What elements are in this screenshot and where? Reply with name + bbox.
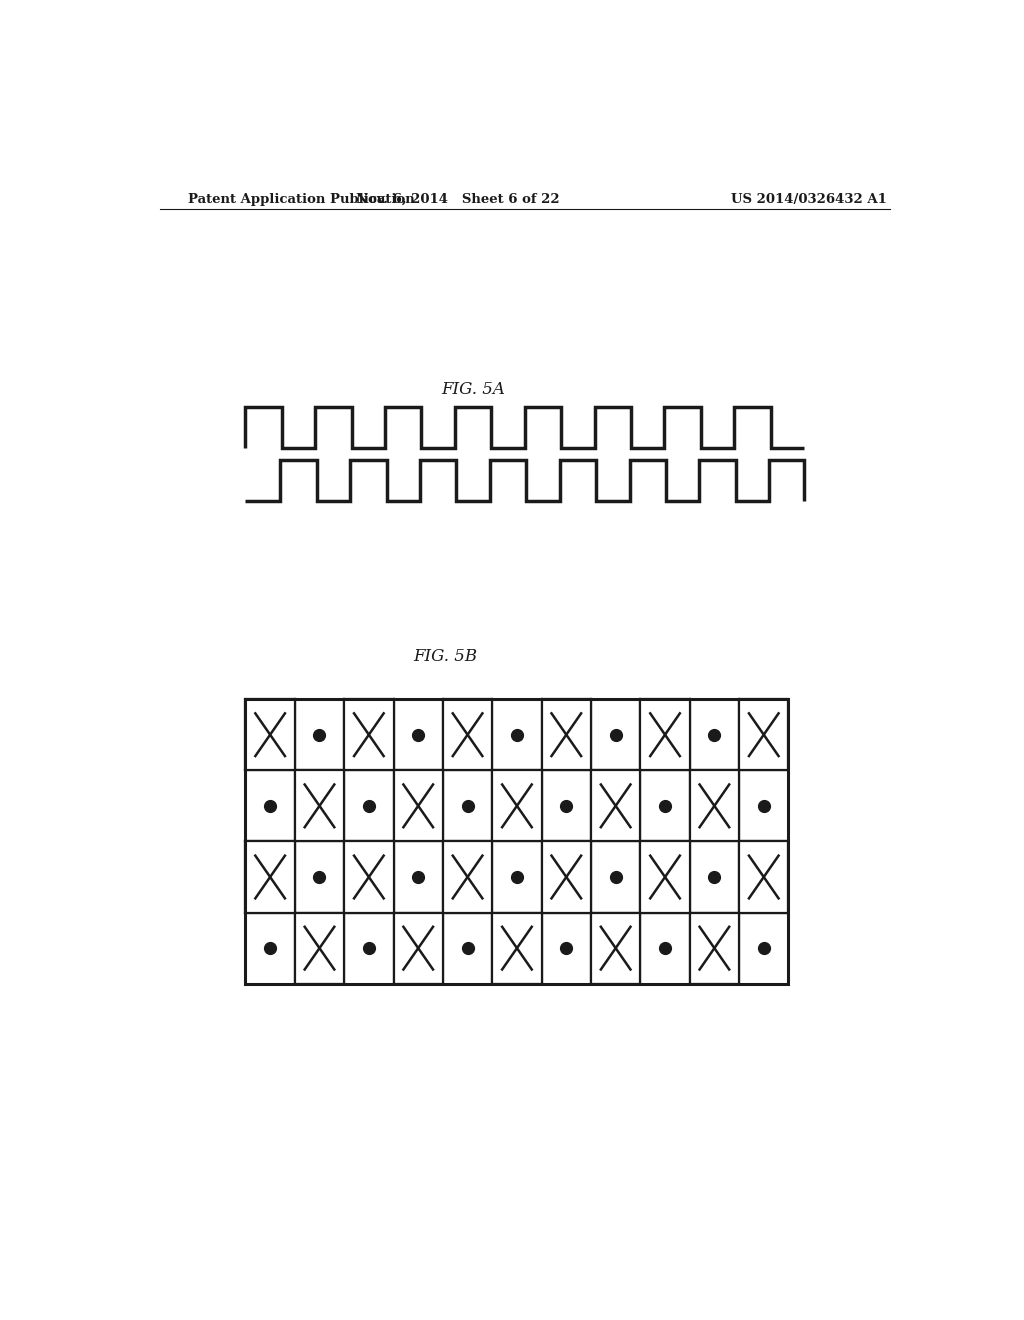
Bar	[542, 841, 591, 912]
Bar	[690, 912, 739, 983]
Bar	[542, 700, 591, 771]
Bar	[295, 771, 344, 841]
Bar	[295, 912, 344, 983]
Text: FIG. 5B: FIG. 5B	[414, 648, 477, 665]
Bar	[443, 841, 493, 912]
Bar	[344, 841, 393, 912]
Bar	[344, 700, 393, 771]
Text: FIG. 5A: FIG. 5A	[441, 380, 505, 397]
Bar	[591, 771, 640, 841]
Bar	[246, 700, 295, 771]
Bar	[493, 771, 542, 841]
Bar	[246, 841, 295, 912]
Bar	[246, 700, 788, 983]
Bar	[739, 841, 788, 912]
Text: US 2014/0326432 A1: US 2014/0326432 A1	[731, 193, 887, 206]
Bar	[690, 771, 739, 841]
Bar	[443, 700, 493, 771]
Text: Nov. 6, 2014   Sheet 6 of 22: Nov. 6, 2014 Sheet 6 of 22	[355, 193, 559, 206]
Bar	[591, 912, 640, 983]
Bar	[393, 912, 443, 983]
Text: Patent Application Publication: Patent Application Publication	[187, 193, 415, 206]
Bar	[640, 700, 690, 771]
Bar	[493, 912, 542, 983]
Bar	[393, 771, 443, 841]
Bar	[640, 841, 690, 912]
Bar	[739, 700, 788, 771]
